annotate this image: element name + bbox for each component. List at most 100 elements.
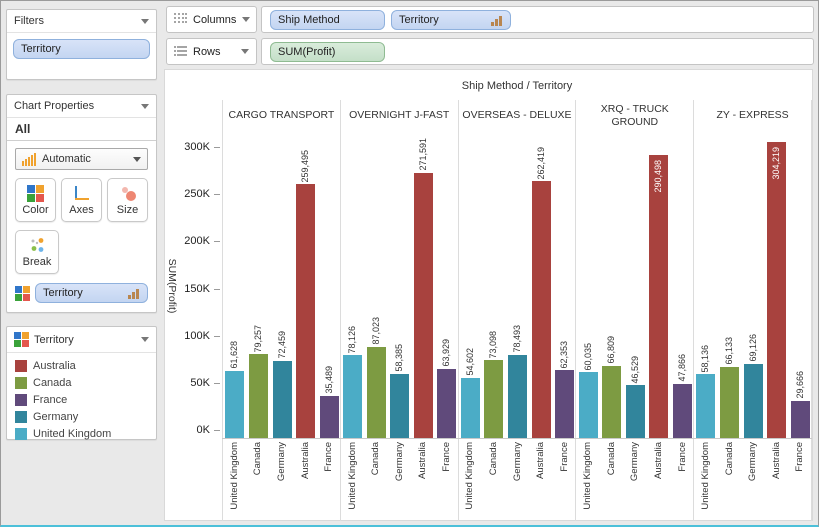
category-label: France: [558, 442, 570, 472]
bar-france[interactable]: [790, 401, 810, 438]
palette-squares-icon: [15, 285, 30, 301]
legend-item[interactable]: France: [15, 391, 148, 408]
legend-item-label: France: [33, 393, 68, 406]
bar-value-label: 304,219: [771, 147, 782, 180]
bar-united-kingdom[interactable]: [696, 374, 716, 438]
collapse-chevron-icon[interactable]: [141, 337, 149, 342]
panel-header: CARGO TRANSPORT: [222, 100, 340, 132]
bar-value-label: 63,929: [441, 339, 452, 367]
axes-button-label: Axes: [69, 203, 94, 216]
category-label: Australia: [535, 442, 547, 479]
break-button[interactable]: Break: [15, 230, 59, 274]
category-label: United Kingdom: [582, 442, 594, 510]
y-tick-label: 150K: [184, 282, 210, 295]
columns-icon: [174, 13, 187, 26]
category-label: France: [323, 442, 335, 472]
chevron-down-icon: [133, 156, 141, 162]
size-button[interactable]: Size: [107, 178, 148, 222]
panel-plot: 58,136 66,133 69,126 304,219 29,666: [693, 132, 812, 438]
legend-item[interactable]: Canada: [15, 374, 148, 391]
size-button-label: Size: [116, 203, 139, 216]
bar-australia[interactable]: [649, 154, 669, 438]
bar-canada[interactable]: [720, 366, 740, 438]
bar-united-kingdom[interactable]: [460, 377, 480, 438]
bar-value-label: 69,126: [747, 334, 758, 362]
filter-pill-label: Territory: [21, 43, 61, 55]
bar-australia[interactable]: [296, 184, 316, 438]
bar-germany[interactable]: [272, 360, 292, 438]
category-label: Germany: [511, 442, 523, 482]
bar-value-label: 58,136: [700, 344, 711, 373]
bar-value-label: 290,498: [653, 159, 664, 193]
legend-title: Territory: [34, 333, 74, 346]
scope-label: All: [7, 118, 156, 141]
bar-value-label: 35,489: [323, 366, 334, 394]
columns-pills-shelf[interactable]: Ship Method Territory: [261, 6, 814, 33]
bar-value-label: 87,023: [370, 317, 381, 345]
chevron-down-icon[interactable]: [241, 49, 249, 54]
color-button[interactable]: Color: [15, 178, 56, 222]
bar-value-label: 46,529: [629, 355, 640, 384]
chart-properties-panel: Chart Properties All Automatic Color A: [6, 94, 157, 313]
panel-header: XRQ - TRUCK GROUND: [575, 100, 693, 132]
bar-value-label: 262,419: [535, 146, 546, 180]
pill-ship-method[interactable]: Ship Method: [270, 9, 385, 30]
columns-shelf[interactable]: Columns: [166, 6, 257, 33]
pill-territory[interactable]: Territory: [391, 9, 511, 30]
bar-value-label: 259,495: [300, 149, 311, 183]
collapse-chevron-icon[interactable]: [141, 103, 149, 109]
rows-shelf[interactable]: Rows: [166, 38, 257, 65]
chevron-down-icon[interactable]: [242, 17, 251, 22]
y-tick-mark: [214, 241, 220, 243]
filter-pill-territory[interactable]: Territory: [13, 39, 150, 59]
bar-australia[interactable]: [413, 172, 433, 438]
category-label: Canada: [370, 442, 382, 476]
axes-button[interactable]: Axes: [61, 178, 102, 222]
category-label: United Kingdom: [699, 442, 711, 510]
legend-item[interactable]: Germany: [15, 408, 148, 425]
bar-canada[interactable]: [248, 354, 268, 438]
bar-value-label: 78,493: [512, 325, 523, 353]
bar-united-kingdom[interactable]: [225, 370, 245, 438]
y-axis-title: SUM(Profit): [166, 258, 178, 313]
panel-header: OVERNIGHT J-FAST: [339, 100, 458, 132]
category-label: United Kingdom: [228, 442, 240, 510]
bar-germany[interactable]: [508, 354, 528, 438]
bar-canada[interactable]: [602, 365, 622, 438]
legend-item[interactable]: United Kingdom: [15, 425, 148, 442]
pill-sum-profit[interactable]: SUM(Profit): [270, 41, 385, 62]
y-tick-label: 300K: [184, 141, 210, 153]
chart-type-select[interactable]: Automatic: [15, 148, 148, 170]
legend-swatch: [15, 376, 27, 389]
bar-germany[interactable]: [625, 385, 645, 438]
bar-germany[interactable]: [743, 363, 763, 438]
rows-pills-shelf[interactable]: SUM(Profit): [261, 38, 814, 65]
color-by-pill-territory[interactable]: Territory: [35, 283, 148, 303]
sort-bars-icon: [491, 14, 503, 26]
y-tick-label: 250K: [184, 188, 210, 201]
panel-plot: 78,126 87,023 58,385 271,591 63,929: [339, 132, 458, 438]
collapse-chevron-icon[interactable]: [141, 18, 149, 24]
bar-united-kingdom[interactable]: [343, 355, 363, 438]
legend-item[interactable]: Australia: [15, 357, 148, 374]
bar-canada[interactable]: [366, 346, 386, 438]
bar-canada[interactable]: [484, 360, 504, 438]
category-label: Germany: [629, 442, 641, 482]
legend-swatch: [15, 393, 27, 406]
bar-value-label: 54,602: [464, 347, 475, 376]
bar-france[interactable]: [319, 395, 339, 438]
bar-france[interactable]: [555, 370, 575, 438]
bar-germany[interactable]: [390, 373, 410, 438]
bar-australia[interactable]: [531, 181, 551, 438]
color-squares-icon: [27, 184, 44, 202]
category-label: Canada: [252, 442, 264, 476]
bar-value-label: 271,591: [417, 138, 428, 171]
bar-value-label: 47,866: [677, 354, 688, 382]
sort-bars-icon: [128, 287, 140, 299]
panel-header: OVERSEAS - DELUXE: [457, 100, 576, 132]
y-tick-mark: [214, 382, 220, 384]
bar-france[interactable]: [437, 368, 457, 438]
bar-australia[interactable]: [767, 142, 787, 438]
bar-united-kingdom[interactable]: [578, 372, 598, 438]
bar-france[interactable]: [673, 383, 693, 438]
